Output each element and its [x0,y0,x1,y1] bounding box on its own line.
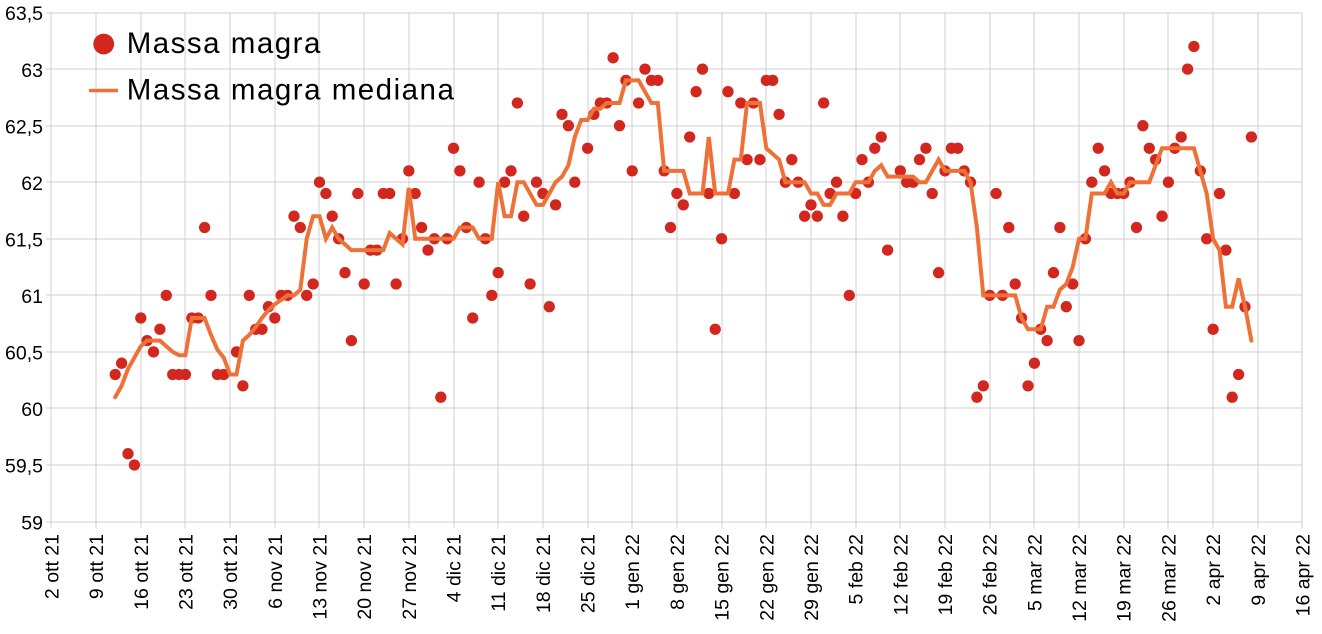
svg-text:62,5: 62,5 [5,116,43,138]
svg-text:2 apr 22: 2 apr 22 [1203,534,1225,606]
svg-text:25 dic 21: 25 dic 21 [578,534,600,613]
svg-text:19 feb 22: 19 feb 22 [935,534,957,615]
svg-text:26 mar 22: 26 mar 22 [1158,534,1180,622]
svg-text:26 feb 22: 26 feb 22 [980,534,1002,615]
svg-text:6 nov 21: 6 nov 21 [265,534,287,609]
svg-text:60: 60 [21,399,43,421]
svg-text:27 nov 21: 27 nov 21 [399,534,421,620]
svg-text:61,5: 61,5 [5,230,43,252]
svg-text:59,5: 59,5 [5,456,43,478]
svg-text:59: 59 [21,512,43,534]
svg-text:5 feb 22: 5 feb 22 [846,534,868,604]
svg-text:29 gen 22: 29 gen 22 [801,534,823,621]
svg-text:16 apr 22: 16 apr 22 [1292,534,1314,616]
svg-text:Massa magra: Massa magra [127,27,322,60]
svg-text:63: 63 [21,60,43,82]
svg-text:5 mar 22: 5 mar 22 [1024,534,1046,611]
svg-text:2 ott 21: 2 ott 21 [41,534,63,599]
svg-text:12 mar 22: 12 mar 22 [1069,534,1091,622]
svg-text:62: 62 [21,173,43,195]
svg-text:23 ott 21: 23 ott 21 [175,534,197,610]
svg-text:9 apr 22: 9 apr 22 [1248,534,1270,606]
svg-text:18 dic 21: 18 dic 21 [533,534,555,613]
svg-text:60,5: 60,5 [5,343,43,365]
svg-text:13 nov 21: 13 nov 21 [310,534,332,620]
svg-text:20 nov 21: 20 nov 21 [354,534,376,620]
svg-text:61: 61 [21,286,43,308]
svg-text:9 ott 21: 9 ott 21 [86,534,108,599]
svg-text:22 gen 22: 22 gen 22 [756,534,778,621]
svg-text:15 gen 22: 15 gen 22 [712,534,734,621]
svg-text:1 gen 22: 1 gen 22 [622,534,644,610]
svg-text:4 dic 21: 4 dic 21 [444,534,466,602]
svg-text:16 ott 21: 16 ott 21 [131,534,153,610]
svg-text:8 gen 22: 8 gen 22 [667,534,689,610]
svg-text:11 dic 21: 11 dic 21 [488,534,510,612]
svg-text:30 ott 21: 30 ott 21 [220,534,242,610]
svg-text:12 feb 22: 12 feb 22 [890,534,912,615]
svg-text:63,5: 63,5 [5,3,43,25]
svg-text:Massa magra mediana: Massa magra mediana [127,73,456,106]
svg-text:19 mar 22: 19 mar 22 [1114,534,1136,622]
